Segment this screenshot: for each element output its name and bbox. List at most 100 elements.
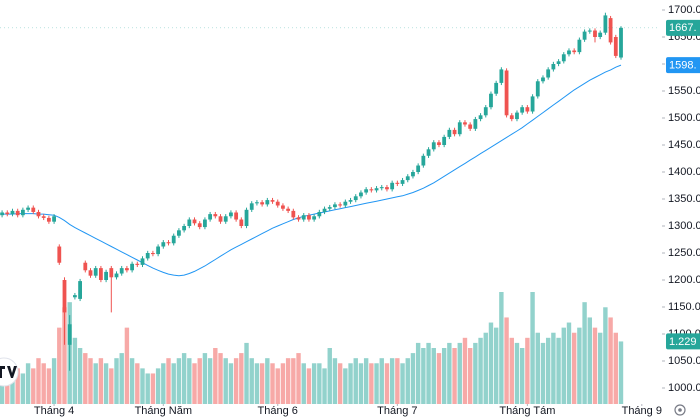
volume-bar — [93, 363, 98, 404]
volume-bar — [603, 307, 608, 404]
volume-bar — [415, 342, 421, 404]
volume-bar — [332, 358, 338, 404]
candle-body — [104, 271, 108, 280]
volume-bar — [280, 363, 286, 404]
volume-bar — [285, 358, 291, 404]
candle-body — [72, 295, 77, 298]
volume-bar — [88, 358, 93, 404]
volume-bar — [337, 363, 343, 404]
candle-body — [31, 207, 36, 212]
volume-bar — [478, 337, 483, 404]
volume-bar — [202, 353, 208, 404]
y-tick-label: 1400.0 — [668, 166, 700, 178]
candle-body — [535, 81, 540, 97]
plot — [0, 12, 660, 404]
candle-body — [130, 263, 135, 271]
candle-body — [379, 187, 384, 189]
x-tick-label: Tháng Tám — [499, 405, 555, 417]
volume-bar — [296, 353, 301, 404]
candle-body — [416, 165, 421, 172]
candle-body — [62, 280, 67, 313]
volume-bar — [577, 327, 582, 404]
candle-body — [234, 212, 239, 220]
volume-bar — [46, 368, 52, 404]
volume-bar — [140, 368, 145, 404]
candle-body — [145, 253, 150, 259]
volume-bar — [353, 358, 358, 404]
volume-bar — [452, 348, 457, 404]
volume-bar — [25, 363, 31, 404]
candle-body — [489, 93, 493, 108]
candle-body — [10, 210, 15, 215]
volume-bar — [259, 363, 265, 404]
candle-body — [515, 112, 519, 120]
candle-body — [88, 270, 93, 276]
y-tick-label: 1000.0 — [668, 382, 700, 394]
candle-body — [52, 216, 56, 222]
volume-bar — [374, 363, 379, 404]
volume-bar — [161, 363, 166, 404]
volume-bar — [244, 342, 249, 404]
candle-body — [541, 77, 545, 82]
volume-bar — [265, 358, 270, 404]
volume-bar — [395, 358, 400, 404]
candle-body — [203, 219, 207, 228]
candle-body — [327, 207, 332, 209]
candle-body — [5, 212, 10, 215]
candle-body — [572, 50, 577, 53]
candle-body — [483, 107, 488, 116]
volume-bar — [181, 353, 187, 404]
candle-body — [218, 216, 223, 222]
volume-bar — [171, 363, 176, 404]
candle-body — [582, 31, 587, 40]
volume-bar — [473, 342, 478, 404]
y-tick-label: 1450.0 — [668, 139, 700, 151]
volume-bar — [566, 322, 572, 404]
volume-bar — [51, 358, 57, 404]
volume-bar — [187, 358, 192, 404]
y-tick-label: 1550.0 — [668, 85, 700, 97]
candle-body — [213, 214, 218, 217]
volume-bar — [98, 358, 104, 404]
volume-bar — [327, 348, 332, 404]
volume-bar — [592, 327, 598, 404]
candle-body — [312, 216, 317, 220]
volume-bar — [5, 373, 10, 404]
volume-bar — [322, 368, 327, 404]
ma-label-box — [666, 57, 700, 74]
candle-body — [140, 258, 145, 265]
candle-body — [567, 50, 571, 55]
volume-bar — [239, 353, 244, 404]
candle-body — [296, 217, 301, 220]
volume-bar — [499, 292, 504, 404]
volume-bar — [551, 332, 556, 404]
moving-average — [2, 64, 622, 277]
candle-body — [0, 212, 4, 216]
candle-body — [208, 214, 213, 220]
volume-bar — [301, 363, 306, 404]
candle-body — [509, 115, 514, 120]
settings-icon-dot[interactable] — [678, 408, 682, 412]
candle-body — [374, 188, 379, 191]
x-tick-label: Tháng 6 — [258, 405, 298, 417]
y-tick-label: 1200.0 — [668, 274, 700, 286]
y-tick-label: 1250.0 — [668, 247, 700, 259]
candle-body — [561, 54, 566, 62]
candle-body — [520, 107, 525, 113]
y-tick-label: 1150.0 — [668, 301, 700, 313]
volume-bar — [129, 358, 135, 404]
candle-body — [83, 262, 88, 271]
candle-body — [78, 281, 82, 299]
candle-body — [301, 215, 306, 220]
candle-body — [317, 211, 322, 217]
x-tick-label: Tháng 4 — [34, 405, 74, 417]
candle-body — [36, 211, 41, 217]
candle-body — [223, 216, 228, 222]
candle-body — [364, 189, 369, 193]
logo — [0, 357, 19, 387]
settings-icon[interactable] — [674, 404, 686, 416]
candle-body — [239, 219, 244, 226]
volume-bar — [311, 363, 317, 404]
volume-bar — [582, 302, 587, 404]
candle-body — [447, 129, 452, 137]
